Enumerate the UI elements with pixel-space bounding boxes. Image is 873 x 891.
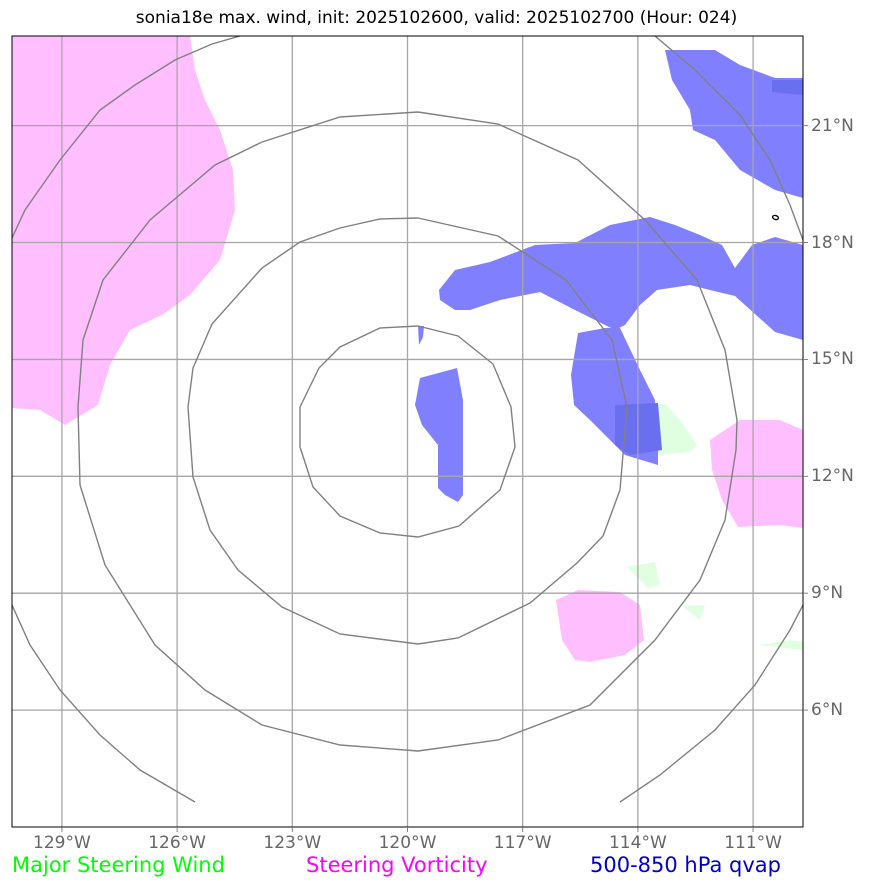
range-rings [12, 36, 803, 803]
lon-label-123w: 123°W [263, 833, 322, 853]
lat-label-18n: 18°N [811, 232, 854, 253]
range-ring-4-northeast [654, 36, 803, 241]
vorticity-area-south [556, 590, 644, 662]
range-ring-1 [299, 325, 516, 538]
lon-label-111w: 111°W [724, 833, 782, 853]
qvap-area-center [415, 368, 463, 502]
qvap-area-northeast-dark [772, 80, 803, 95]
qvap-areas [415, 50, 803, 502]
gridlines [12, 36, 803, 827]
lon-label-120w: 120°W [378, 833, 437, 853]
lat-label-9n: 9°N [811, 583, 844, 604]
lon-label-126w: 126°W [148, 833, 206, 853]
vorticity-area-east [710, 420, 803, 528]
range-ring-2 [187, 217, 628, 645]
storm-marker-icon [771, 214, 780, 221]
lat-label-15n: 15°N [811, 349, 854, 370]
qvap-area-east-band [439, 217, 803, 340]
range-ring-4-southwest [12, 604, 196, 803]
steering-vorticity-areas [12, 36, 803, 662]
steering-wind-area-2 [627, 562, 660, 588]
lon-label-129w: 129°W [33, 833, 91, 853]
legend-major-steering-wind: Major Steering Wind [12, 853, 225, 877]
range-ring-4-north [12, 36, 241, 239]
qvap-area-center-top [418, 326, 424, 345]
tick-marks [61, 125, 808, 832]
legend-steering-vorticity: Steering Vorticity [306, 853, 488, 877]
range-ring-3 [77, 111, 738, 752]
lat-label-6n: 6°N [811, 700, 844, 721]
vorticity-area-west [12, 36, 235, 425]
lon-label-114w: 114°W [608, 833, 667, 853]
legend-qvap: 500-850 hPa qvap [590, 853, 781, 877]
map-title: sonia18e max. wind, init: 2025102600, va… [135, 8, 738, 28]
steering-wind-area-3 [682, 605, 705, 620]
range-ring-4-southeast [619, 604, 803, 803]
lat-label-12n: 12°N [811, 466, 854, 487]
qvap-area-northeast [665, 50, 803, 198]
lat-label-21n: 21°N [811, 115, 854, 136]
steering-wind-area-4 [760, 640, 803, 650]
lon-label-117w: 117°W [493, 833, 552, 853]
